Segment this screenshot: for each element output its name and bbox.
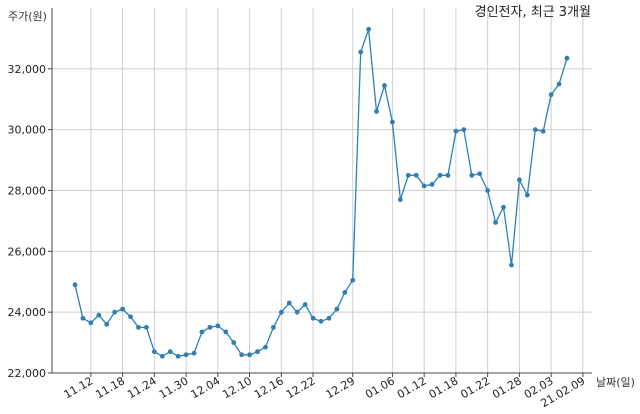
x-tick-label: 12.04: [189, 374, 223, 401]
grid-layer: [52, 8, 592, 373]
data-point: [263, 344, 268, 350]
x-tick-label: 01.18: [427, 374, 461, 401]
data-point: [120, 306, 126, 312]
data-point: [540, 128, 546, 134]
x-tick-label: 12.16: [252, 374, 286, 401]
y-axis-label: 주가(원): [8, 10, 47, 23]
data-point: [350, 277, 356, 283]
data-point: [80, 315, 86, 321]
data-point: [477, 171, 483, 177]
data-point: [366, 26, 372, 32]
data-point: [485, 188, 491, 193]
data-point: [532, 127, 538, 133]
data-point: [215, 323, 221, 329]
data-point: [493, 220, 498, 225]
x-tick-label: 01.22: [458, 374, 492, 401]
data-point: [239, 352, 245, 358]
data-point: [358, 49, 364, 55]
data-point: [231, 340, 237, 345]
y-tick-label: 28,000: [8, 185, 47, 198]
data-point: [136, 324, 141, 330]
x-tick-label: 11.12: [62, 374, 96, 401]
data-point: [437, 172, 443, 178]
data-point: [461, 127, 467, 133]
data-point: [144, 324, 149, 330]
y-tick-label: 22,000: [8, 367, 47, 380]
y-tick-label: 26,000: [8, 245, 47, 258]
data-point: [199, 329, 205, 335]
data-point: [501, 204, 506, 210]
data-point: [405, 172, 411, 178]
x-tick-label: 01.06: [363, 374, 397, 401]
x-tick-label: 12.22: [284, 374, 318, 401]
data-point: [469, 172, 475, 178]
data-point: [72, 282, 78, 288]
x-tick-label: 01.12: [395, 374, 429, 401]
data-point: [151, 349, 157, 355]
data-point: [397, 197, 403, 203]
data-point: [294, 309, 300, 315]
data-point: [104, 321, 110, 327]
data-point: [159, 353, 165, 359]
data-point: [421, 183, 427, 189]
data-point: [334, 306, 340, 312]
data-point: [175, 353, 181, 359]
x-axis-label: 날짜(일): [596, 375, 635, 389]
data-point: [564, 55, 570, 61]
data-point: [429, 182, 435, 187]
data-point: [453, 128, 459, 134]
x-tick-label: 11.24: [125, 374, 159, 401]
data-point: [167, 349, 173, 355]
y-tick-label: 30,000: [8, 124, 47, 137]
data-point: [413, 172, 419, 178]
y-tick-label: 32,000: [8, 63, 47, 76]
data-point: [286, 300, 292, 306]
data-point: [223, 329, 229, 335]
data-point: [524, 192, 530, 198]
data-point: [270, 324, 276, 330]
data-point: [112, 309, 118, 315]
data-point: [342, 289, 348, 295]
data-point: [207, 324, 213, 330]
data-point: [191, 350, 197, 356]
series-line: [74, 29, 568, 358]
x-tick-label: 12.29: [323, 374, 357, 401]
data-point: [445, 172, 451, 178]
data-point: [318, 318, 324, 324]
data-point: [183, 352, 189, 358]
data-point: [96, 312, 102, 318]
series-layer: [72, 26, 570, 359]
data-point: [278, 309, 284, 315]
data-point: [128, 314, 133, 320]
x-tick-label: 11.30: [157, 374, 191, 401]
data-point: [374, 109, 379, 114]
x-tick-label: 11.18: [93, 374, 127, 401]
x-tick-label: 12.10: [220, 374, 254, 401]
data-point: [382, 83, 387, 88]
data-point: [390, 119, 395, 125]
data-point: [326, 315, 332, 321]
chart-title: 경인전자, 최근 3개월: [475, 5, 591, 20]
data-point: [516, 177, 522, 183]
data-point: [509, 262, 514, 268]
x-tick-label: 01.28: [490, 374, 524, 401]
data-point: [247, 352, 252, 358]
data-point: [310, 315, 316, 321]
data-point: [88, 320, 94, 326]
data-point: [556, 81, 562, 87]
y-tick-label: 24,000: [8, 306, 47, 319]
data-point: [255, 349, 260, 355]
data-point: [302, 302, 308, 307]
data-point: [548, 92, 554, 98]
